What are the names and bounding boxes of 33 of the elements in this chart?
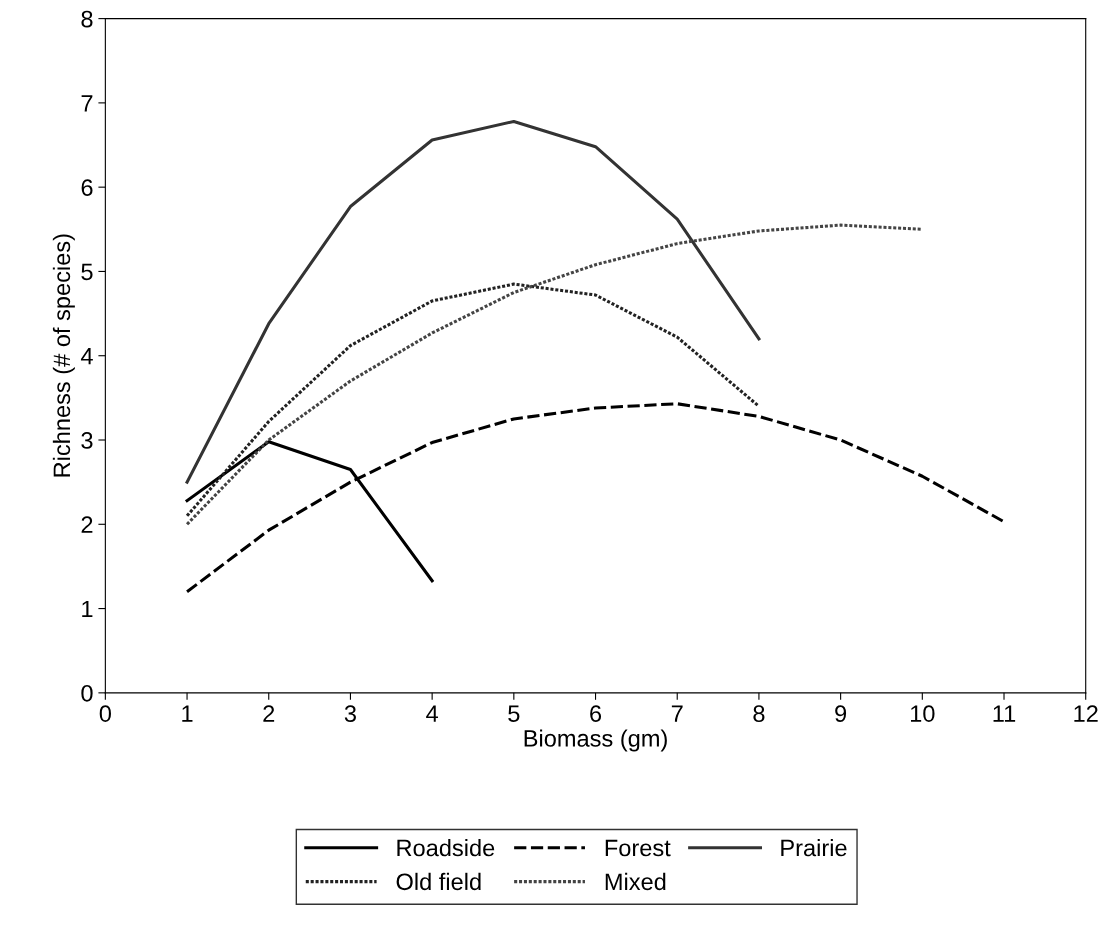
x-tick-label: 3 (344, 705, 356, 722)
legend-label: Old field (396, 872, 481, 891)
x-tick-label: 6 (590, 705, 602, 722)
x-tick-label: 8 (753, 705, 765, 722)
y-tick-label: 4 (80, 348, 93, 365)
x-tick-label: 1 (182, 705, 193, 722)
legend-label: Mixed (605, 872, 666, 891)
y-axis-title: Richness (# of species) (52, 234, 75, 477)
y-tick-label: 7 (81, 95, 93, 112)
y-tick-label: 1 (82, 600, 93, 618)
y-tick-label: 2 (81, 516, 93, 533)
y-tick-label: 6 (81, 179, 93, 196)
x-tick-label: 12 (1074, 705, 1098, 722)
legend-label: Forest (605, 839, 671, 857)
x-tick-label: 9 (835, 705, 847, 722)
legend-label: Roadside (397, 838, 495, 857)
x-tick-label: 11 (993, 705, 1016, 722)
line-series (185, 119, 761, 484)
x-tick-label: 2 (263, 705, 275, 722)
x-axis-title: Biomass (gm) (524, 729, 667, 752)
x-tick-label: 0 (99, 705, 111, 722)
y-tick-label: 8 (81, 10, 93, 28)
legend-label: Prairie (781, 838, 847, 857)
y-tick-label: 5 (81, 263, 93, 281)
x-tick-label: 4 (426, 705, 439, 722)
x-tick-label: 10 (910, 705, 935, 722)
line-series (185, 223, 924, 526)
x-tick-label: 5 (508, 705, 520, 722)
y-tick-label: 3 (81, 432, 93, 449)
x-tick-label: 7 (671, 705, 683, 722)
line-series (185, 282, 761, 518)
y-tick-label: 0 (81, 684, 93, 702)
line-series (185, 402, 1006, 594)
